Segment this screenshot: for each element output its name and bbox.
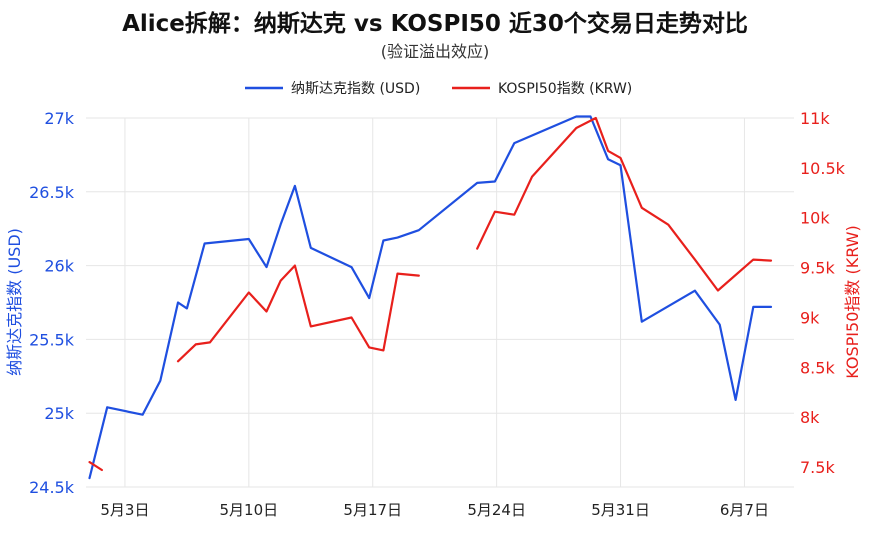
legend: 纳斯达克指数 (USD) KOSPI50指数 (KRW) xyxy=(245,81,632,97)
left-axis-ticks: 24.5k 25k 25.5k 26k 26.5k 27k xyxy=(29,109,75,497)
left-axis-label: 纳斯达克指数 (USD) xyxy=(5,228,24,376)
x-tick-label: 5月10日 xyxy=(220,501,279,519)
x-tick-label: 5月3日 xyxy=(100,501,149,519)
right-tick-label: 9.5k xyxy=(800,259,835,278)
right-tick-label: 8k xyxy=(800,408,820,427)
right-axis-label: KOSPI50指数 (KRW) xyxy=(843,225,862,378)
x-tick-label: 6月7日 xyxy=(720,501,769,519)
left-tick-label: 26k xyxy=(44,257,74,276)
left-tick-label: 26.5k xyxy=(29,183,75,202)
x-tick-label: 5月24日 xyxy=(467,501,526,519)
right-tick-label: 10.5k xyxy=(800,159,846,178)
x-axis-ticks: 5月3日 5月10日 5月17日 5月24日 5月31日 6月7日 xyxy=(100,501,769,519)
left-tick-label: 25k xyxy=(44,404,74,423)
left-tick-label: 24.5k xyxy=(29,478,75,497)
series-line-kospi xyxy=(88,461,103,472)
chart-title: Alice拆解：纳斯达克 vs KOSPI50 近30个交易日走势对比 xyxy=(122,10,748,37)
x-tick-label: 5月31日 xyxy=(591,501,650,519)
left-tick-label: 25.5k xyxy=(29,330,75,349)
series-line-nasdaq xyxy=(88,115,773,480)
legend-label-nasdaq: 纳斯达克指数 (USD) xyxy=(291,81,420,97)
series-line-kospi xyxy=(476,116,773,292)
right-tick-label: 11k xyxy=(800,109,830,128)
right-axis-ticks: 7.5k 8k 8.5k 9k 9.5k 10k 10.5k 11k xyxy=(800,109,846,477)
x-tick-label: 5月17日 xyxy=(343,501,402,519)
right-tick-label: 10k xyxy=(800,209,830,228)
right-tick-label: 9k xyxy=(800,308,820,327)
legend-label-kospi: KOSPI50指数 (KRW) xyxy=(498,81,632,97)
right-tick-label: 8.5k xyxy=(800,358,835,377)
series-layer xyxy=(88,115,773,480)
series-line-kospi xyxy=(176,264,420,363)
chart-subtitle: (验证溢出效应) xyxy=(381,42,490,61)
grid xyxy=(86,117,794,488)
right-tick-label: 7.5k xyxy=(800,458,835,477)
left-tick-label: 27k xyxy=(44,109,74,128)
